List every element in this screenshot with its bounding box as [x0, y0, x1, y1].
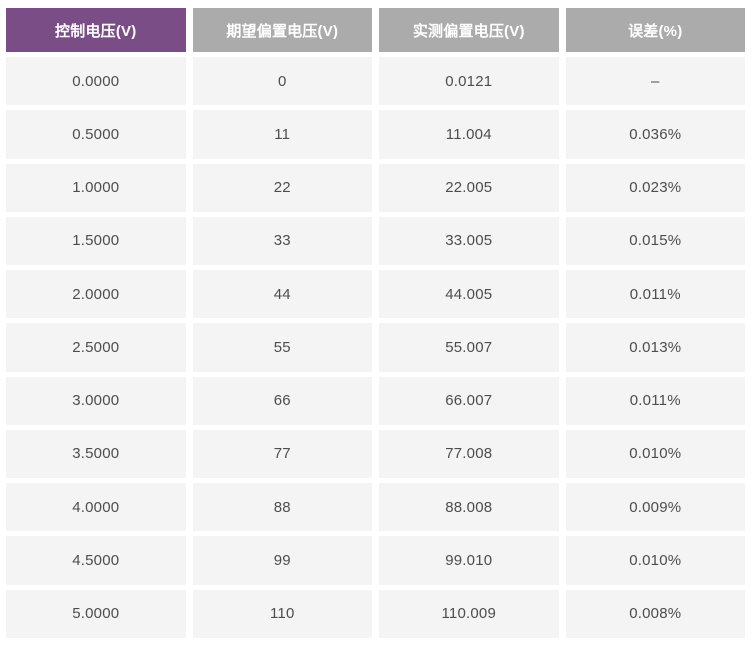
table-cell: 3.5000	[6, 429, 186, 479]
table-cell: 99.010	[379, 536, 559, 585]
table-cell: 11.004	[379, 110, 559, 159]
table-row: 1.0000 22 22.005 0.023%	[6, 163, 745, 212]
table-cell: 88	[192, 483, 372, 532]
table-cell: 66	[192, 376, 372, 425]
bias-voltage-table: 控制电压(V) 期望偏置电压(V) 实测偏置电压(V) 误差(%) 0.0000…	[6, 8, 745, 638]
table-cell: 22.005	[379, 163, 559, 212]
table-cell: 0.015%	[565, 216, 745, 266]
table-cell: 55	[192, 323, 372, 372]
table-cell: 0.036%	[565, 110, 745, 159]
table-cell: 0.5000	[6, 110, 186, 159]
table-header-row: 控制电压(V) 期望偏置电压(V) 实测偏置电压(V) 误差(%)	[6, 8, 745, 52]
table-cell: 0.010%	[565, 429, 745, 479]
column-header-error-percent: 误差(%)	[565, 8, 745, 52]
table-cell: 4.0000	[6, 483, 186, 532]
table-cell: 1.0000	[6, 163, 186, 212]
column-header-measured-bias-voltage: 实测偏置电压(V)	[379, 8, 559, 52]
table-cell: 0	[192, 57, 372, 106]
table-cell: 2.5000	[6, 323, 186, 372]
table-cell: –	[565, 57, 745, 106]
table-cell: 22	[192, 163, 372, 212]
table-cell: 2.0000	[6, 270, 186, 319]
table-cell: 33	[192, 216, 372, 266]
table-cell: 3.0000	[6, 376, 186, 425]
table-cell: 99	[192, 536, 372, 585]
table-row: 0.5000 11 11.004 0.036%	[6, 110, 745, 159]
table-cell: 0.0000	[6, 57, 186, 106]
table-cell: 4.5000	[6, 536, 186, 585]
table-cell: 110.009	[379, 589, 559, 638]
table-cell: 0.011%	[565, 270, 745, 319]
table-cell: 44.005	[379, 270, 559, 319]
table-cell: 66.007	[379, 376, 559, 425]
table-row: 3.0000 66 66.007 0.011%	[6, 376, 745, 425]
table-cell: 0.010%	[565, 536, 745, 585]
table-cell: 11	[192, 110, 372, 159]
table-cell: 0.009%	[565, 483, 745, 532]
table-cell: 0.011%	[565, 376, 745, 425]
table-cell: 110	[192, 589, 372, 638]
table-cell: 5.0000	[6, 589, 186, 638]
table-cell: 77.008	[379, 429, 559, 479]
table-row: 5.0000 110 110.009 0.008%	[6, 589, 745, 638]
table-cell: 44	[192, 270, 372, 319]
table-cell: 33.005	[379, 216, 559, 266]
table-cell: 0.0121	[379, 57, 559, 106]
table-cell: 55.007	[379, 323, 559, 372]
table-cell: 0.013%	[565, 323, 745, 372]
table-row: 2.5000 55 55.007 0.013%	[6, 323, 745, 372]
table-cell: 77	[192, 429, 372, 479]
table-cell: 0.023%	[565, 163, 745, 212]
table-row: 2.0000 44 44.005 0.011%	[6, 270, 745, 319]
table-row: 3.5000 77 77.008 0.010%	[6, 429, 745, 479]
table-row: 4.5000 99 99.010 0.010%	[6, 536, 745, 585]
table-cell: 88.008	[379, 483, 559, 532]
table-row: 0.0000 0 0.0121–	[6, 57, 745, 106]
table-cell: 0.008%	[565, 589, 745, 638]
table-cell: 1.5000	[6, 216, 186, 266]
column-header-control-voltage: 控制电压(V)	[6, 8, 186, 52]
column-header-expected-bias-voltage: 期望偏置电压(V)	[192, 8, 372, 52]
table-row: 1.5000 33 33.005 0.015%	[6, 216, 745, 266]
table-row: 4.0000 88 88.008 0.009%	[6, 483, 745, 532]
